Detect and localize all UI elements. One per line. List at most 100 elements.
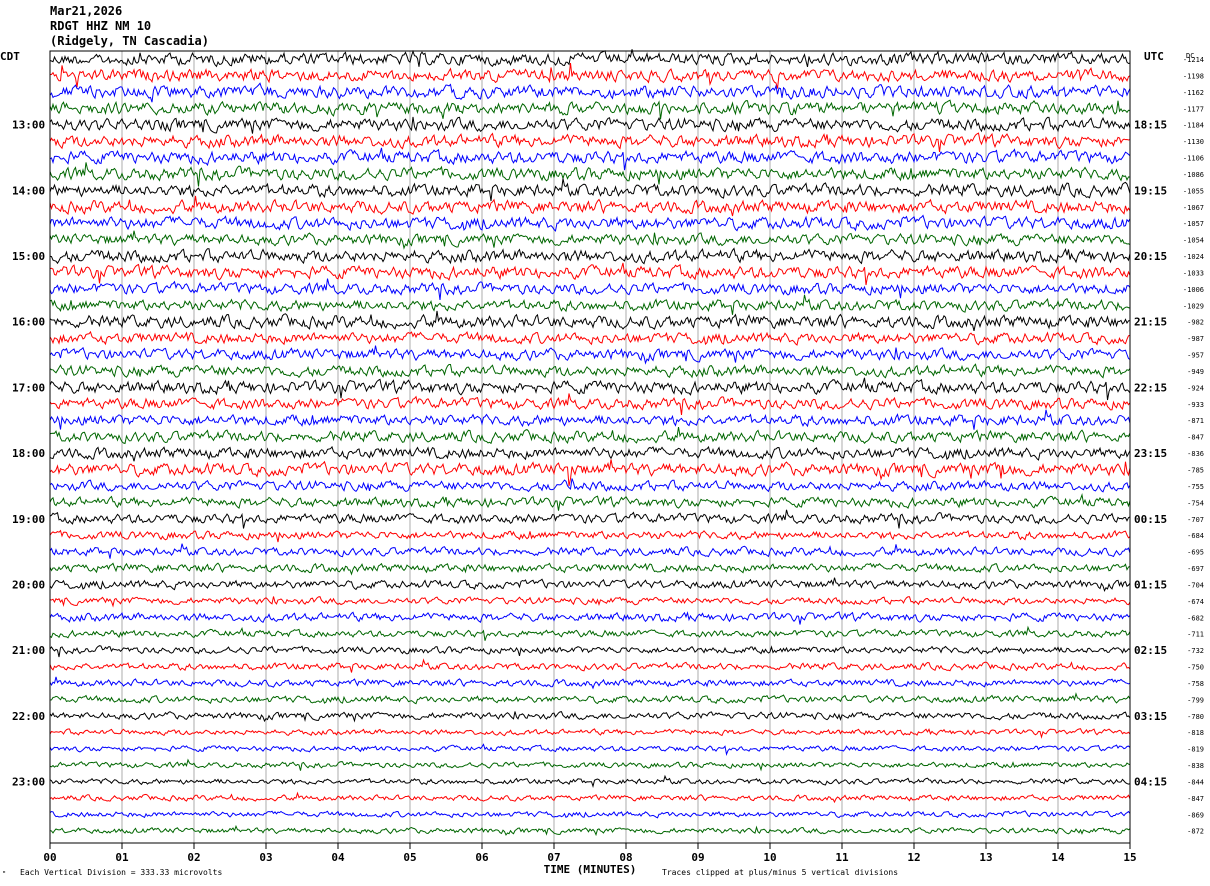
dc-offset-label: -1057 xyxy=(1183,220,1204,228)
left-hour-label: 17:00 xyxy=(12,381,45,394)
header-location: (Ridgely, TN Cascadia) xyxy=(50,34,209,48)
dc-offset-label: -1162 xyxy=(1183,89,1204,97)
trace-line xyxy=(49,278,1131,300)
plot-frame xyxy=(49,50,1131,844)
trace-line xyxy=(49,596,1131,608)
dc-offset-label: -957 xyxy=(1187,352,1204,360)
minute-grid xyxy=(49,51,1131,849)
dc-offset-label: -1006 xyxy=(1183,286,1204,294)
trace-line xyxy=(49,658,1131,673)
right-hour-label: 03:15 xyxy=(1134,710,1167,723)
trace-line xyxy=(49,676,1131,690)
dc-offset-label: -987 xyxy=(1187,335,1204,343)
left-hour-label: 14:00 xyxy=(12,184,45,197)
trace-line xyxy=(49,82,1131,103)
dc-offset-label: -1198 xyxy=(1183,72,1204,80)
x-tick-label: 09 xyxy=(691,851,704,864)
dc-offset-label: -847 xyxy=(1187,795,1204,803)
trace-line xyxy=(49,230,1131,250)
trace-line xyxy=(49,478,1131,493)
x-tick-label: 10 xyxy=(763,851,776,864)
trace-line xyxy=(50,62,1131,89)
vertical-division-note: Each Vertical Division = 333.33 microvol… xyxy=(20,868,222,877)
trace-line xyxy=(49,509,1131,529)
dc-offset-label: -711 xyxy=(1187,631,1204,639)
dc-offset-label: -847 xyxy=(1187,434,1204,442)
dc-offset-label: -836 xyxy=(1187,450,1204,458)
trace-line xyxy=(49,330,1131,346)
left-hour-label: 13:00 xyxy=(12,119,45,132)
dc-offset-label: -1086 xyxy=(1183,171,1204,179)
trace-line xyxy=(49,529,1131,543)
trace-line xyxy=(49,562,1131,576)
trace-line xyxy=(49,728,1131,739)
dc-offset-label: -1106 xyxy=(1183,155,1204,163)
right-hour-label: 19:15 xyxy=(1134,184,1167,197)
trace-line xyxy=(49,377,1131,401)
dc-offset-label: -799 xyxy=(1187,696,1204,704)
x-tick-label: 07 xyxy=(547,851,560,864)
dc-offset-label: -750 xyxy=(1187,664,1204,672)
trace-line xyxy=(49,743,1131,756)
right-hour-label: 18:15 xyxy=(1134,119,1167,132)
dc-offset-label: -982 xyxy=(1187,319,1204,327)
left-zone-label: CDT xyxy=(0,50,20,63)
dc-offset-label: -755 xyxy=(1187,483,1204,491)
trace-line xyxy=(49,577,1131,593)
x-tick-label: 12 xyxy=(907,851,920,864)
dc-offset-label: -754 xyxy=(1187,499,1204,507)
trace-line xyxy=(49,195,1131,217)
dc-offset-label: -707 xyxy=(1187,516,1204,524)
x-tick-label: 03 xyxy=(259,851,272,864)
x-tick-label: 06 xyxy=(475,851,489,864)
dc-offset-label: -697 xyxy=(1187,565,1204,573)
header-station: RDGT HHZ NM 10 xyxy=(50,19,152,33)
dc-offset-label: -704 xyxy=(1187,581,1204,589)
trace-line xyxy=(49,791,1131,804)
trace-line xyxy=(49,345,1131,365)
trace-line xyxy=(49,310,1131,332)
trace-line xyxy=(49,262,1131,286)
right-hour-label: 23:15 xyxy=(1134,447,1167,460)
trace-line xyxy=(49,393,1131,415)
trace-line xyxy=(49,543,1131,559)
header-date: Mar21,2026 xyxy=(50,4,123,18)
left-hour-label: 22:00 xyxy=(12,710,45,723)
dc-offset-label: -1177 xyxy=(1183,105,1204,113)
trace-line xyxy=(49,147,1131,171)
left-hour-label: 16:00 xyxy=(12,316,45,329)
right-hour-label: 00:15 xyxy=(1134,513,1167,526)
right-hour-label: 01:15 xyxy=(1134,578,1167,591)
trace-line xyxy=(49,178,1131,202)
x-axis-title: TIME (MINUTES) xyxy=(544,863,637,876)
dc-offset-label: -871 xyxy=(1187,417,1204,425)
dc-offset-label: -844 xyxy=(1187,778,1204,786)
right-zone-label: UTC xyxy=(1144,50,1164,63)
dc-offset-label: -1067 xyxy=(1183,204,1204,212)
left-hour-label: 15:00 xyxy=(12,250,45,263)
dc-offset-label: -732 xyxy=(1187,647,1204,655)
trace-line xyxy=(49,645,1131,658)
trace-line xyxy=(49,132,1131,152)
right-hour-label: 04:15 xyxy=(1134,775,1167,788)
dc-offset-label: -872 xyxy=(1187,828,1204,836)
trace-line xyxy=(49,774,1131,788)
x-tick-label: 14 xyxy=(1051,851,1065,864)
dc-offset-label: -869 xyxy=(1187,811,1204,819)
dc-offset-label: -780 xyxy=(1187,713,1204,721)
dc-offset-label: -684 xyxy=(1187,532,1204,540)
trace-line xyxy=(49,49,1131,68)
right-hour-label: 02:15 xyxy=(1134,644,1167,657)
left-hour-label: 21:00 xyxy=(12,644,45,657)
x-tick-label: 15 xyxy=(1123,851,1136,864)
right-hour-label: 20:15 xyxy=(1134,250,1167,263)
corner-mark: " xyxy=(2,870,6,878)
trace-line xyxy=(49,810,1131,819)
left-hour-label: 18:00 xyxy=(12,447,45,460)
trace-line xyxy=(49,445,1131,462)
dc-offset-label: -1130 xyxy=(1183,138,1204,146)
trace-line xyxy=(49,459,1131,487)
dc-offset-label: -1029 xyxy=(1183,302,1204,310)
trace-line xyxy=(49,247,1131,265)
